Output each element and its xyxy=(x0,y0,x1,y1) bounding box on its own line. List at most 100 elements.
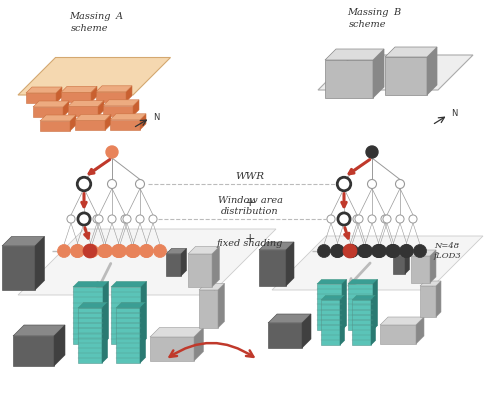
Polygon shape xyxy=(33,101,69,107)
Circle shape xyxy=(123,215,131,223)
Circle shape xyxy=(112,244,124,258)
Text: WWR: WWR xyxy=(236,172,264,181)
Circle shape xyxy=(396,179,404,189)
Polygon shape xyxy=(70,115,76,131)
Polygon shape xyxy=(321,295,344,300)
Polygon shape xyxy=(348,279,378,284)
Polygon shape xyxy=(140,114,146,130)
Circle shape xyxy=(67,215,75,223)
Circle shape xyxy=(400,244,413,258)
Polygon shape xyxy=(75,121,105,131)
Polygon shape xyxy=(54,325,65,366)
Polygon shape xyxy=(218,283,224,328)
Polygon shape xyxy=(385,57,427,95)
Polygon shape xyxy=(342,279,346,330)
Circle shape xyxy=(381,215,389,223)
Polygon shape xyxy=(199,283,224,290)
Circle shape xyxy=(340,179,348,189)
Circle shape xyxy=(396,215,404,223)
Polygon shape xyxy=(111,281,146,287)
Polygon shape xyxy=(150,337,194,361)
Circle shape xyxy=(360,244,372,258)
Circle shape xyxy=(372,244,386,258)
Polygon shape xyxy=(385,47,437,57)
Polygon shape xyxy=(103,100,139,106)
Circle shape xyxy=(77,177,91,191)
Circle shape xyxy=(368,215,376,223)
Polygon shape xyxy=(317,284,342,330)
Polygon shape xyxy=(61,86,97,92)
Polygon shape xyxy=(416,317,424,344)
Polygon shape xyxy=(103,106,133,116)
Polygon shape xyxy=(420,281,441,286)
Text: N=48
fLOD3: N=48 fLOD3 xyxy=(434,242,462,260)
Polygon shape xyxy=(116,302,146,308)
Polygon shape xyxy=(18,57,171,95)
Circle shape xyxy=(358,244,370,258)
Polygon shape xyxy=(268,323,302,348)
Circle shape xyxy=(337,177,351,191)
Polygon shape xyxy=(348,284,373,330)
Circle shape xyxy=(58,244,70,258)
Polygon shape xyxy=(73,281,108,287)
Polygon shape xyxy=(150,328,204,337)
Circle shape xyxy=(327,215,335,223)
Polygon shape xyxy=(393,256,405,274)
Circle shape xyxy=(318,244,330,258)
Circle shape xyxy=(100,244,112,258)
Circle shape xyxy=(383,215,391,223)
Polygon shape xyxy=(78,302,108,308)
Polygon shape xyxy=(96,86,132,92)
Circle shape xyxy=(80,215,88,223)
Circle shape xyxy=(126,244,140,258)
Polygon shape xyxy=(302,314,311,348)
Circle shape xyxy=(332,244,344,258)
Polygon shape xyxy=(78,308,102,363)
Circle shape xyxy=(108,215,116,223)
Circle shape xyxy=(374,244,386,258)
Circle shape xyxy=(80,179,88,189)
Polygon shape xyxy=(188,246,220,254)
Circle shape xyxy=(136,179,144,189)
Circle shape xyxy=(78,213,90,225)
Text: Massing
scheme: Massing scheme xyxy=(347,8,389,29)
Polygon shape xyxy=(181,248,186,276)
Polygon shape xyxy=(427,47,437,95)
Polygon shape xyxy=(75,114,111,121)
Polygon shape xyxy=(40,115,76,121)
Circle shape xyxy=(414,244,426,258)
Polygon shape xyxy=(318,55,473,90)
Polygon shape xyxy=(2,236,44,246)
Circle shape xyxy=(136,215,144,223)
Circle shape xyxy=(340,215,348,223)
Circle shape xyxy=(95,215,103,223)
Circle shape xyxy=(409,215,417,223)
Polygon shape xyxy=(98,100,104,116)
Polygon shape xyxy=(321,300,340,345)
Polygon shape xyxy=(272,236,483,290)
Circle shape xyxy=(84,244,98,258)
Circle shape xyxy=(343,244,357,258)
Circle shape xyxy=(154,244,166,258)
Circle shape xyxy=(126,244,138,258)
Text: A: A xyxy=(116,12,123,21)
Polygon shape xyxy=(286,242,294,286)
Circle shape xyxy=(386,244,400,258)
Polygon shape xyxy=(166,254,181,276)
Polygon shape xyxy=(63,101,69,117)
Polygon shape xyxy=(212,246,220,287)
Circle shape xyxy=(112,244,126,258)
Circle shape xyxy=(86,244,98,258)
Circle shape xyxy=(140,244,153,258)
Polygon shape xyxy=(26,87,62,93)
Polygon shape xyxy=(105,114,111,131)
Circle shape xyxy=(72,244,85,258)
Circle shape xyxy=(98,244,112,258)
Circle shape xyxy=(358,244,372,258)
Polygon shape xyxy=(380,317,424,325)
Circle shape xyxy=(386,244,398,258)
Text: fixed shading: fixed shading xyxy=(217,239,283,248)
Circle shape xyxy=(121,215,129,223)
Circle shape xyxy=(330,244,344,258)
Polygon shape xyxy=(33,107,63,117)
